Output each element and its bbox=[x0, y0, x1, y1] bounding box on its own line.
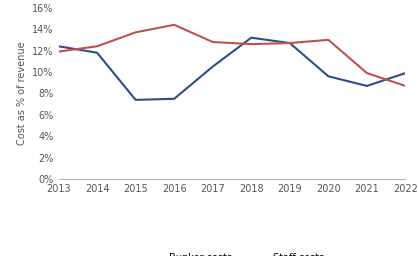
Staff costs bbox=[326, 38, 331, 41]
Staff costs bbox=[172, 23, 177, 26]
Staff costs bbox=[210, 40, 215, 44]
Staff costs bbox=[364, 71, 370, 74]
Legend: Bunker costs, Staff costs: Bunker costs, Staff costs bbox=[136, 249, 328, 256]
Staff costs bbox=[403, 84, 408, 88]
Bunker costs bbox=[210, 65, 215, 68]
Bunker costs bbox=[133, 98, 138, 101]
Line: Bunker costs: Bunker costs bbox=[59, 38, 405, 100]
Line: Staff costs: Staff costs bbox=[59, 25, 405, 86]
Bunker costs bbox=[172, 97, 177, 100]
Bunker costs bbox=[56, 45, 61, 48]
Staff costs bbox=[94, 45, 99, 48]
Staff costs bbox=[56, 50, 61, 53]
Staff costs bbox=[249, 42, 254, 46]
Staff costs bbox=[133, 31, 138, 34]
Bunker costs bbox=[249, 36, 254, 39]
Bunker costs bbox=[403, 71, 408, 74]
Bunker costs bbox=[94, 51, 99, 54]
Bunker costs bbox=[364, 84, 370, 88]
Bunker costs bbox=[287, 41, 292, 45]
Staff costs bbox=[287, 41, 292, 45]
Y-axis label: Cost as % of revenue: Cost as % of revenue bbox=[17, 42, 27, 145]
Bunker costs bbox=[326, 75, 331, 78]
